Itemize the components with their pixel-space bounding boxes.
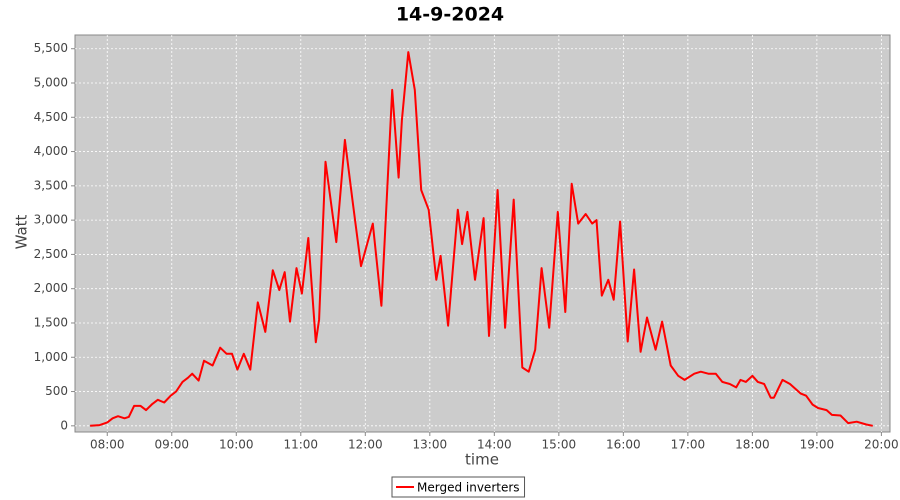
y-tick-label: 500 — [45, 384, 68, 398]
y-tick-label: 3,500 — [34, 178, 68, 192]
y-tick-label: 0 — [60, 418, 68, 432]
legend: Merged inverters — [391, 476, 526, 498]
chart-title: 14-9-2024 — [396, 4, 504, 26]
x-tick-label: 18:00 — [735, 438, 770, 452]
y-tick-label: 5,500 — [34, 41, 68, 55]
x-tick-label: 15:00 — [542, 438, 577, 452]
legend-box — [391, 476, 526, 498]
x-tick-label: 12:00 — [348, 438, 383, 452]
x-tick-label: 13:00 — [413, 438, 448, 452]
x-tick-label: 19:00 — [800, 438, 835, 452]
y-tick-label: 1,500 — [34, 315, 68, 329]
y-tick-label: 4,500 — [34, 110, 68, 124]
x-tick-label: 10:00 — [219, 438, 254, 452]
y-tick-label: 1,000 — [34, 350, 68, 364]
y-tick-label: 2,500 — [34, 247, 68, 261]
x-tick-label: 09:00 — [154, 438, 189, 452]
legend-label: Merged inverters — [417, 481, 520, 495]
x-tick-label: 20:00 — [864, 438, 899, 452]
x-tick-label: 14:00 — [477, 438, 512, 452]
x-axis-label: time — [465, 451, 499, 469]
y-tick-label: 3,000 — [34, 213, 68, 227]
plot-area — [74, 34, 891, 433]
y-tick-label: 5,000 — [34, 75, 68, 89]
series-line — [90, 51, 873, 427]
x-tick-label: 08:00 — [90, 438, 125, 452]
x-tick-label: 16:00 — [606, 438, 641, 452]
x-tick-label: 17:00 — [671, 438, 706, 452]
x-tick-label: 11:00 — [283, 438, 318, 452]
y-axis-label: Watt — [13, 214, 31, 249]
y-tick-label: 2,000 — [34, 281, 68, 295]
y-tick-label: 4,000 — [34, 144, 68, 158]
